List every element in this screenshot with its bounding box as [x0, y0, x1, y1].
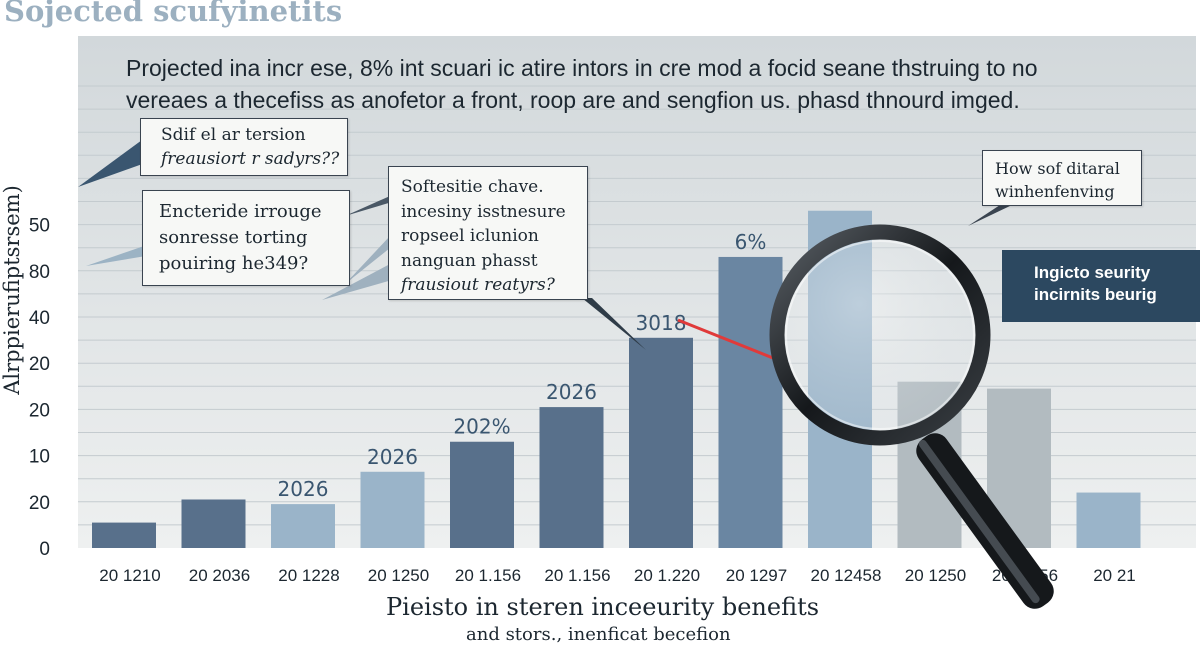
bar [181, 499, 246, 548]
callout-2-pointer [86, 246, 146, 266]
headline-text: Projected ina incr ese, 8% int scuari ic… [126, 52, 1186, 116]
x-tick-label: 20 1297 [726, 566, 787, 585]
callout-1-pointer [78, 140, 148, 187]
bar [629, 337, 693, 548]
y-tick-label: 10 [29, 447, 50, 468]
headline-line-1: Projected ina incr ese, 8% int scuari ic… [126, 55, 1038, 81]
callout-4-line-1: How sof ditaral [995, 159, 1120, 178]
bar-data-label: 2026 [278, 477, 329, 501]
x-tick-label: 20 1250 [368, 566, 429, 585]
x-tick-label: 20 12458 [811, 566, 882, 585]
banner-line-2: incirnits beurig [1034, 285, 1157, 304]
bar [718, 256, 783, 548]
callout-1-line-1: Sdif el ar tersion [161, 125, 306, 145]
x-tick-label: 20 1228 [278, 566, 339, 585]
callout-box-3: Softesitie chave. incesiny isstnesure ro… [388, 166, 588, 300]
y-axis-ticks: 0 20 10 20 20 40 80 50 [29, 216, 50, 560]
magnifier-icon [769, 224, 1054, 609]
banner-line-1: Ingicto seurity [1034, 263, 1151, 282]
y-tick-label: 20 [29, 493, 50, 514]
callout-box-4: How sof ditaral winhenfenving [982, 150, 1142, 206]
headline-line-2: vereaes a thecefiss as anofetor a front,… [126, 87, 1020, 113]
x-axis-subtitle: and stors., inenficat becefion [466, 624, 731, 645]
y-axis-title: Alrppierufiptsrsem) [0, 185, 24, 395]
bar [1076, 492, 1141, 548]
bar [450, 441, 514, 548]
callout-3-line-1: Softesitie chave. [401, 177, 544, 197]
bar [92, 522, 156, 548]
bar-data-label: 2026 [367, 445, 418, 469]
y-tick-label: 40 [29, 308, 50, 329]
page-title: Sojected scufyinetits [4, 0, 343, 28]
y-tick-label: 80 [29, 262, 50, 283]
callout-box-2: Encteride irrouge sonresse torting pouir… [142, 190, 350, 286]
callout-2-line-2: sonresse torting [159, 227, 308, 248]
callout-3-line-4: nanguan phasst [401, 250, 538, 271]
callout-1-line-2: freausiort r sadyrs?? [161, 149, 340, 169]
callout-3-pointer-a [345, 196, 392, 216]
y-tick-label: 20 [29, 400, 50, 421]
info-banner: Ingicto seurity incirnits beurig [1002, 250, 1200, 322]
callout-3-pointer-d [582, 298, 646, 350]
callout-3-pointer-b [345, 236, 390, 284]
callout-3-line-5: frausiout reatyrs? [401, 275, 555, 295]
x-axis-title: Pieisto in steren inceeurity benefits [386, 593, 820, 621]
bar-data-label: 202% [453, 415, 510, 439]
bar [360, 471, 425, 548]
x-tick-label: 20 1.156 [455, 566, 521, 585]
callout-2-line-3: pouiring he349? [159, 253, 309, 274]
y-tick-label: 20 [29, 354, 50, 375]
bar [539, 407, 604, 548]
bar-data-label: 3018 [636, 311, 687, 335]
trend-annotation-line [677, 318, 779, 362]
callout-2-line-1: Encteride irrouge [159, 201, 322, 222]
callout-3-line-3: ropseel iclunion [401, 226, 539, 246]
x-tick-label: 20 1.220 [634, 566, 700, 585]
callout-4-line-2: winhenfenving [995, 182, 1115, 201]
bar-data-label: 6% [735, 230, 767, 254]
bar-data-labels: 2026 2026 202% 2026 3018 6% [278, 230, 767, 501]
bar-data-label: 2026 [546, 380, 597, 404]
x-tick-label: 20 21 [1093, 566, 1136, 585]
callout-3-pointer-c [322, 264, 392, 300]
x-tick-label: 20 1250 [905, 566, 966, 585]
x-tick-label: 20 1.156 [544, 566, 610, 585]
x-tick-label: 20 2036 [189, 566, 250, 585]
y-tick-label: 50 [29, 216, 50, 237]
x-axis-ticks: 20 1210 20 2036 20 1228 20 1250 20 1.156 20 1… [99, 566, 1136, 585]
callout-4-pointer [968, 205, 1012, 226]
x-tick-label: 20 1210 [99, 566, 160, 585]
bar [271, 504, 335, 548]
callout-box-1: Sdif el ar tersion freausiort r sadyrs?? [140, 118, 348, 176]
y-tick-label: 0 [39, 539, 50, 560]
callout-3-line-2: incesiny isstnesure [401, 201, 566, 222]
